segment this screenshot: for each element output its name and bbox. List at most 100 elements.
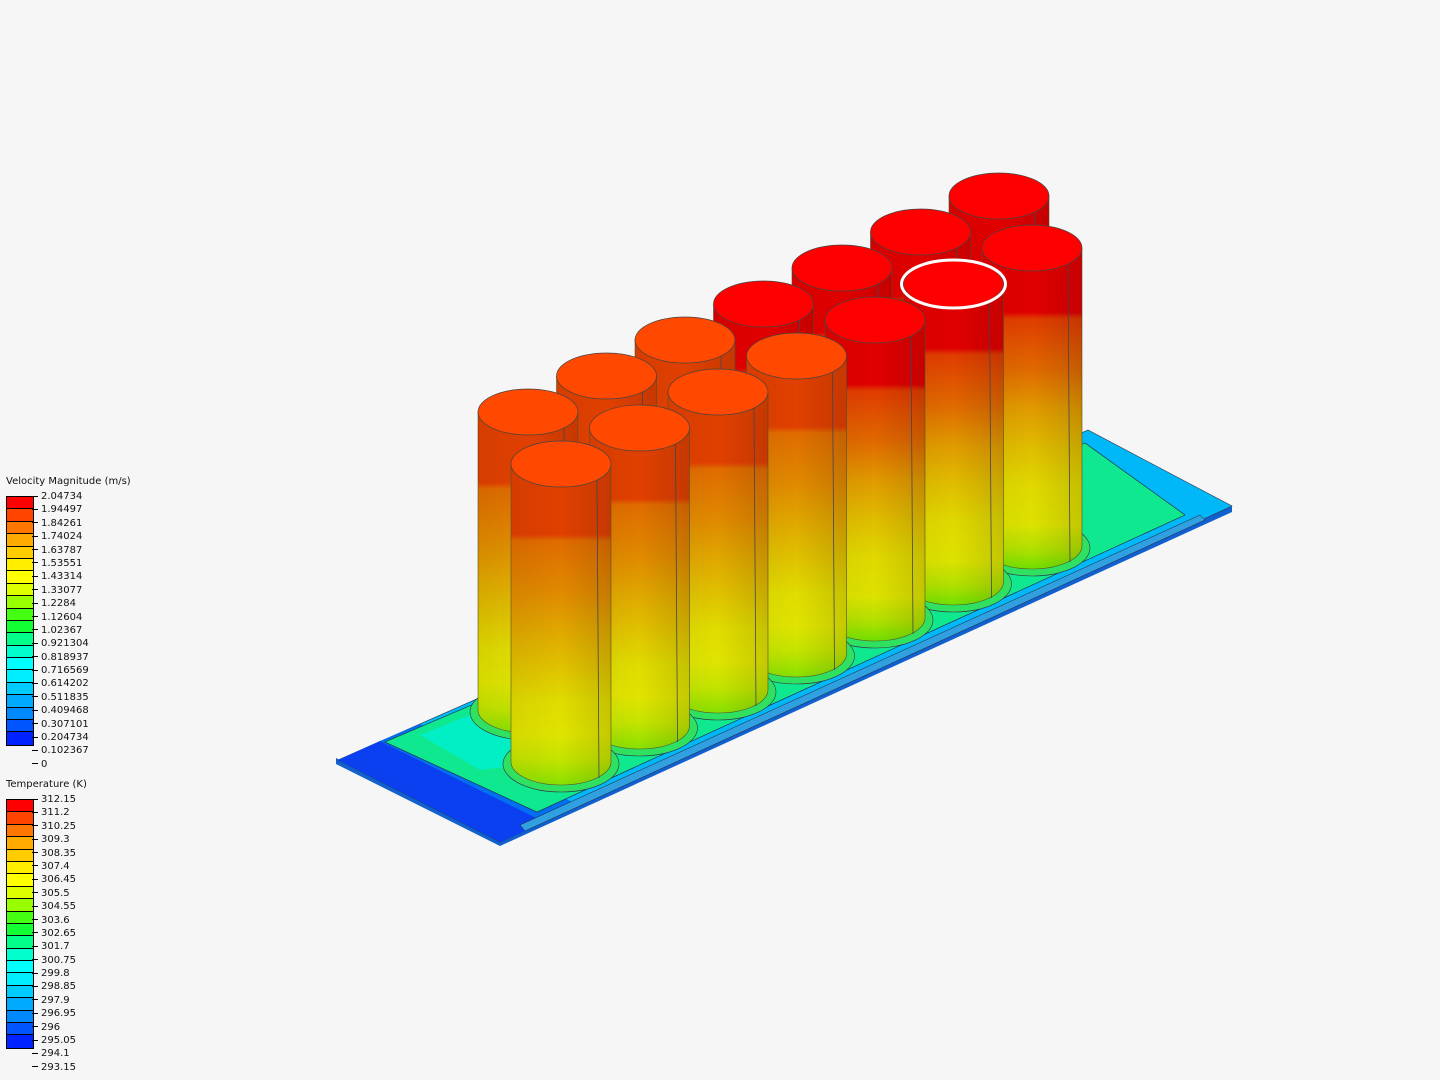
temperature-legend-label: 308.35 [32, 847, 76, 860]
velocity-legend-label: 0.409468 [32, 704, 89, 717]
velocity-legend-label: 1.02367 [32, 624, 89, 637]
temperature-color-band [7, 998, 33, 1011]
velocity-color-band [7, 633, 33, 646]
temperature-color-band [7, 1035, 33, 1048]
temperature-legend-label: 298.85 [32, 980, 76, 993]
cell-top-cap [948, 172, 1050, 220]
velocity-color-band [7, 558, 33, 572]
temperature-legend-label: 303.6 [32, 914, 76, 927]
temperature-color-band [7, 886, 33, 900]
temperature-color-band [7, 936, 33, 949]
cell-side-shading [825, 320, 925, 641]
cell-top-cap [589, 404, 690, 452]
temperature-legend-label: 296 [32, 1021, 76, 1034]
temperature-color-band [7, 837, 33, 850]
velocity-legend-label: 0 [32, 758, 89, 771]
cell-seam-line [832, 371, 835, 671]
temperature-color-band [7, 800, 33, 813]
velocity-legend-labels: 2.04734 1.94497 1.84261 1.74024 1.63787 1.535… [32, 490, 89, 771]
cell-side-shading [982, 248, 1082, 569]
temperature-legend-label: 306.45 [32, 873, 76, 886]
velocity-color-band [7, 732, 33, 745]
temperature-legend-label: 304.55 [32, 900, 76, 913]
velocity-legend-label: 0.614202 [32, 677, 89, 690]
temperature-color-band [7, 923, 33, 937]
velocity-color-band [7, 658, 33, 671]
cell-seam-line [1067, 263, 1071, 563]
velocity-legend-label: 0.307101 [32, 718, 89, 731]
velocity-color-band [7, 571, 33, 584]
velocity-color-band [7, 509, 33, 522]
velocity-color-bar [6, 496, 34, 746]
temperature-legend-label: 296.95 [32, 1007, 76, 1020]
cell-top-cap [903, 260, 1004, 308]
cell-top-cap [981, 224, 1083, 272]
velocity-color-band [7, 608, 33, 621]
temperature-color-band [7, 812, 33, 825]
velocity-color-band [7, 583, 33, 597]
velocity-legend-label: 1.43314 [32, 570, 89, 583]
temperature-color-band [7, 899, 33, 912]
temperature-legend-label: 310.25 [32, 820, 76, 833]
temperature-legend-labels: 312.15 311.2 310.25 309.3 308.35 307.4 306.45 3… [32, 793, 76, 1074]
velocity-color-band [7, 707, 33, 721]
velocity-legend-label: 1.74024 [32, 530, 89, 543]
velocity-legend-label: 0.511835 [32, 691, 89, 704]
temperature-legend-label: 312.15 [32, 793, 76, 806]
velocity-legend-label: 1.94497 [32, 503, 89, 516]
cell-top-cap [556, 352, 657, 400]
temperature-legend-label: 299.8 [32, 967, 76, 980]
battery-cell[interactable] [659, 368, 777, 721]
cell-top-cap [713, 280, 814, 328]
temperature-color-band [7, 973, 33, 986]
velocity-legend-label: 0.716569 [32, 664, 89, 677]
velocity-legend-label: 1.2284 [32, 597, 89, 610]
temperature-legend-label: 307.4 [32, 860, 76, 873]
velocity-color-band [7, 645, 33, 659]
battery-cell[interactable] [816, 296, 934, 649]
cell-seam-line [989, 299, 992, 599]
temperature-color-band [7, 849, 33, 862]
velocity-legend-label: 1.12604 [32, 611, 89, 624]
temperature-color-band [7, 1023, 33, 1036]
velocity-color-band [7, 534, 33, 547]
velocity-legend-label: 2.04734 [32, 490, 89, 503]
temperature-legend-label: 311.2 [32, 806, 76, 819]
velocity-legend-label: 0.102367 [32, 744, 89, 757]
plate-inlet-region [338, 741, 545, 842]
cell-side-shading [511, 464, 611, 785]
plate-edge-rail [519, 514, 1206, 832]
temperature-legend-label: 302.65 [32, 927, 76, 940]
temperature-legend-label: 301.7 [32, 940, 76, 953]
temperature-color-band [7, 911, 33, 924]
temperature-color-band [7, 861, 33, 875]
cell-top-cap [634, 316, 736, 364]
temperature-legend-label: 300.75 [32, 954, 76, 967]
temperature-color-band [7, 948, 33, 962]
temperature-legend-label: 294.1 [32, 1047, 76, 1060]
temperature-color-band [7, 961, 33, 974]
velocity-color-band [7, 546, 33, 559]
battery-cell[interactable] [502, 440, 620, 793]
cell-seam-line [675, 443, 678, 743]
velocity-legend-title: Velocity Magnitude (m/s) [6, 476, 131, 487]
temperature-color-band [7, 985, 33, 999]
cell-seam-line [596, 479, 600, 779]
battery-cell[interactable] [738, 332, 855, 685]
temperature-color-band [7, 824, 33, 838]
velocity-color-band [7, 695, 33, 708]
velocity-legend-label: 1.33077 [32, 584, 89, 597]
velocity-color-band [7, 682, 33, 696]
temperature-legend-label: 297.9 [32, 994, 76, 1007]
velocity-legend-label: 1.63787 [32, 544, 89, 557]
temperature-color-band [7, 874, 33, 887]
velocity-legend-label: 1.84261 [32, 517, 89, 530]
battery-cell[interactable] [973, 224, 1091, 577]
battery-cell[interactable] [895, 258, 1012, 613]
velocity-color-band [7, 497, 33, 510]
temperature-legend-label: 295.05 [32, 1034, 76, 1047]
cell-top-cap [746, 332, 847, 380]
battery-cells [469, 172, 1091, 793]
velocity-legend-label: 1.53551 [32, 557, 89, 570]
